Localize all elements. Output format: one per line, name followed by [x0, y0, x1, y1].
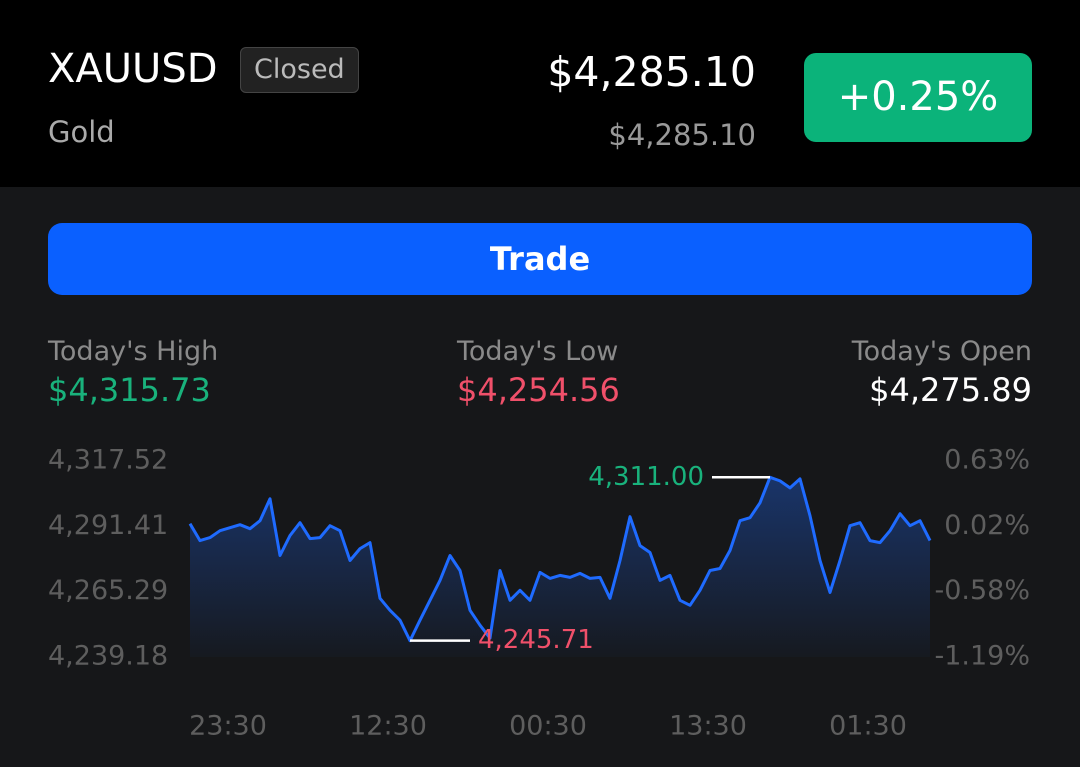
- stat-label: Today's Open: [851, 336, 1032, 367]
- stat-value: $4,254.56: [457, 371, 620, 409]
- stat-value: $4,275.89: [869, 371, 1032, 409]
- x-tick-label: 00:30: [509, 711, 587, 742]
- trade-button[interactable]: Trade: [48, 223, 1032, 295]
- instrument-name: Gold: [48, 115, 115, 149]
- value-label: 4,311.00: [588, 462, 704, 492]
- line: [188, 475, 932, 643]
- y2-tick-label: 0.63%: [944, 445, 1030, 476]
- area: [190, 477, 930, 657]
- y2-tick-label: -1.19%: [934, 641, 1030, 672]
- symbol: XAUUSD: [48, 46, 218, 92]
- y-tick-label: 4,265.29: [48, 575, 168, 606]
- header: XAUUSD Closed Gold $4,285.10 $4,285.10 +…: [0, 0, 1080, 187]
- price: $4,285.10: [547, 48, 756, 96]
- stat-value: $4,315.73: [48, 371, 211, 409]
- y-tick-label: 4,291.41: [48, 510, 168, 541]
- x-tick-label: 12:30: [349, 711, 427, 742]
- y2-tick-label: 0.02%: [944, 510, 1030, 541]
- y2-tick-label: -0.58%: [934, 575, 1030, 606]
- sub-price: $4,285.10: [608, 118, 756, 152]
- stat-label: Today's Low: [457, 336, 619, 367]
- stat: Today's Low $4,254.56: [457, 336, 620, 409]
- y-tick-label: 4,239.18: [48, 641, 168, 672]
- value-label: 4,245.71: [478, 625, 594, 655]
- y-tick-label: 4,317.52: [48, 445, 168, 476]
- x-tick-label: 13:30: [669, 711, 747, 742]
- change-badge[interactable]: +0.25%: [804, 53, 1032, 142]
- status-badge: Closed: [240, 47, 359, 93]
- stat-label: Today's High: [48, 336, 219, 367]
- stat: Today's Open $4,275.89: [852, 336, 1032, 409]
- x-tick-label: 01:30: [829, 711, 907, 742]
- stat: Today's High $4,315.73: [48, 336, 218, 409]
- x-tick-label: 23:30: [189, 711, 267, 742]
